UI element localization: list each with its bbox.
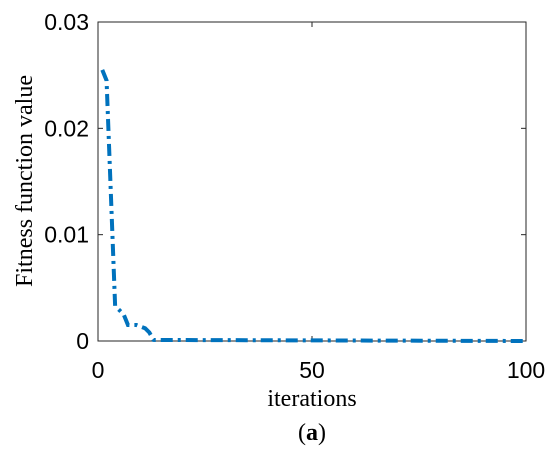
y-tick-label: 0.02: [44, 115, 89, 141]
figure-caption: (a): [298, 420, 326, 446]
x-axis-label: iterations: [267, 386, 356, 412]
caption-close: ): [318, 420, 326, 446]
axis-ticks: [97, 21, 527, 342]
x-tick-label: 0: [92, 357, 105, 383]
caption-letter: a: [306, 420, 318, 446]
plot-area: [97, 21, 527, 342]
y-tick-label: 0: [76, 328, 89, 354]
caption-open: (: [298, 420, 306, 446]
x-tick-label: 50: [299, 357, 325, 383]
y-tick-label: 0.01: [44, 222, 89, 248]
y-axis-label: Fitness function value: [12, 75, 38, 287]
x-tick-label: 100: [507, 357, 545, 383]
tick-labels: 0 50 100 0 0.01 0.02 0.03: [44, 9, 545, 383]
y-tick-label: 0.03: [44, 9, 89, 35]
